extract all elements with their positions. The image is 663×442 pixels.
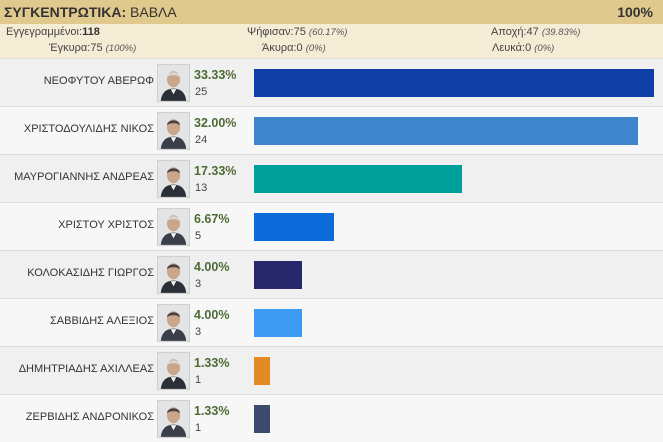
candidate-row: ΜΑΥΡΟΓΙΑΝΝΗΣ ΑΝΔΡΕΑΣ 17.33% 13	[0, 154, 663, 202]
results-header: ΣΥΓΚΕΝΤΡΩΤΙΚΑ: ΒΑΒΛΑ 100%	[0, 0, 663, 24]
portrait-silhouette	[158, 161, 189, 197]
portrait-silhouette	[158, 305, 189, 341]
voted-label: Ψήφισαν:	[247, 26, 294, 38]
candidate-name: ΔΗΜΗΤΡΙΑΔΗΣ ΑΧΙΛΛΕΑΣ	[18, 363, 154, 375]
abstained-stat: Αποχή:47 (39.83%)	[491, 26, 580, 38]
portrait-silhouette	[158, 113, 189, 149]
candidate-votes: 5	[195, 230, 202, 242]
candidate-row: ΔΗΜΗΤΡΙΑΔΗΣ ΑΧΙΛΛΕΑΣ 1.33% 1	[0, 346, 663, 394]
candidate-name: ΚΟΛΟΚΑΣΙΔΗΣ ΓΙΩΡΓΟΣ	[27, 267, 154, 279]
candidate-votes: 25	[195, 86, 208, 98]
valid-value: 75	[90, 42, 103, 54]
candidate-photo	[157, 400, 190, 438]
blank-label: Λευκά:	[492, 42, 526, 54]
candidate-votes: 1	[195, 422, 202, 434]
candidate-percent: 4.00%	[194, 260, 230, 274]
invalid-pct: (0%)	[305, 43, 326, 54]
candidate-percent: 32.00%	[194, 116, 237, 130]
candidate-percent: 1.33%	[194, 356, 230, 370]
vote-share-bar	[254, 69, 654, 97]
vote-share-bar	[254, 357, 270, 385]
invalid-value: 0	[296, 42, 303, 54]
registered-stat: Εγγεγραμμένοι:118	[6, 26, 100, 38]
valid-stat: Έγκυρα:75 (100%)	[49, 42, 136, 54]
candidate-percent: 4.00%	[194, 308, 230, 322]
portrait-silhouette	[158, 65, 189, 101]
page-title: ΣΥΓΚΕΝΤΡΩΤΙΚΑ: ΒΑΒΛΑ	[4, 4, 177, 20]
candidate-votes: 3	[195, 326, 202, 338]
candidate-row: ΖΕΡΒΙΔΗΣ ΑΝΔΡΟΝΙΚΟΣ 1.33% 1	[0, 394, 663, 442]
candidate-votes: 13	[195, 182, 208, 194]
candidate-votes: 3	[195, 278, 202, 290]
candidate-percent: 33.33%	[194, 68, 237, 82]
candidate-photo	[157, 64, 190, 102]
candidate-name: ΝΕΟΦΥΤΟΥ ΑΒΕΡΩΦ	[43, 75, 154, 87]
title-label: ΣΥΓΚΕΝΤΡΩΤΙΚΑ:	[4, 4, 127, 20]
voted-pct: (60.17%)	[308, 27, 348, 38]
valid-label: Έγκυρα:	[49, 42, 91, 54]
vote-share-bar	[254, 213, 334, 241]
portrait-silhouette	[158, 209, 189, 245]
candidate-row: ΧΡΙΣΤΟΔΟΥΛΙΔΗΣ ΝΙΚΟΣ 32.00% 24	[0, 106, 663, 154]
candidate-percent: 17.33%	[194, 164, 237, 178]
candidate-votes: 24	[195, 134, 208, 146]
candidate-row: ΧΡΙΣΤΟΥ ΧΡΙΣΤΟΣ 6.67% 5	[0, 202, 663, 250]
candidate-name: ΜΑΥΡΟΓΙΑΝΝΗΣ ΑΝΔΡΕΑΣ	[14, 171, 154, 183]
candidate-votes: 1	[195, 374, 202, 386]
blank-stat: Λευκά:0 (0%)	[492, 42, 554, 54]
candidate-percent: 1.33%	[194, 404, 230, 418]
vote-share-bar	[254, 165, 462, 193]
candidate-name: ΣΑΒΒΙΔΗΣ ΑΛΕΞΙΟΣ	[50, 315, 154, 327]
abstained-pct: (39.83%)	[541, 27, 581, 38]
portrait-silhouette	[158, 353, 189, 389]
candidate-name: ΧΡΙΣΤΟΥ ΧΡΙΣΤΟΣ	[58, 219, 154, 231]
candidate-photo	[157, 256, 190, 294]
valid-pct: (100%)	[105, 43, 137, 54]
invalid-label: Άκυρα:	[262, 42, 297, 54]
registered-label: Εγγεγραμμένοι:	[6, 26, 83, 38]
candidate-photo	[157, 160, 190, 198]
candidate-percent: 6.67%	[194, 212, 230, 226]
candidate-photo	[157, 304, 190, 342]
vote-share-bar	[254, 405, 270, 433]
candidate-photo	[157, 112, 190, 150]
turnout-stats: Εγγεγραμμένοι:118 Ψήφισαν:75 (60.17%) Απ…	[0, 24, 663, 58]
voted-value: 75	[293, 26, 306, 38]
candidate-name: ΖΕΡΒΙΔΗΣ ΑΝΔΡΟΝΙΚΟΣ	[25, 411, 154, 423]
registered-value: 118	[82, 26, 100, 38]
candidate-name: ΧΡΙΣΤΟΔΟΥΛΙΔΗΣ ΝΙΚΟΣ	[23, 123, 154, 135]
blank-pct: (0%)	[534, 43, 555, 54]
voted-stat: Ψήφισαν:75 (60.17%)	[247, 26, 347, 38]
invalid-stat: Άκυρα:0 (0%)	[262, 42, 326, 54]
candidate-row: ΣΑΒΒΙΔΗΣ ΑΛΕΞΙΟΣ 4.00% 3	[0, 298, 663, 346]
candidate-row: ΚΟΛΟΚΑΣΙΔΗΣ ΓΙΩΡΓΟΣ 4.00% 3	[0, 250, 663, 298]
abstained-label: Αποχή:	[491, 26, 527, 38]
portrait-silhouette	[158, 401, 189, 437]
counted-percent: 100%	[617, 4, 653, 20]
blank-value: 0	[525, 42, 532, 54]
portrait-silhouette	[158, 257, 189, 293]
abstained-value: 47	[526, 26, 539, 38]
vote-share-bar	[254, 309, 302, 337]
candidate-photo	[157, 208, 190, 246]
district-name: ΒΑΒΛΑ	[130, 4, 177, 20]
candidate-photo	[157, 352, 190, 390]
candidate-row: ΝΕΟΦΥΤΟΥ ΑΒΕΡΩΦ 33.33% 25	[0, 58, 663, 106]
vote-share-bar	[254, 261, 302, 289]
vote-share-bar	[254, 117, 638, 145]
